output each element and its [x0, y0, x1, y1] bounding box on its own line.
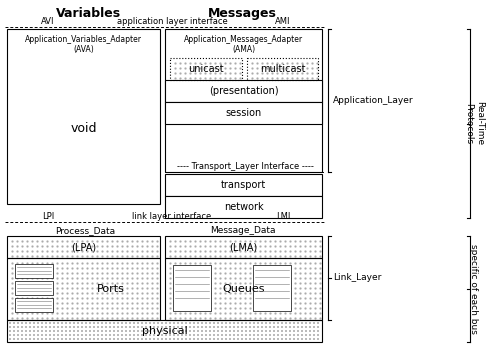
Text: session: session: [225, 108, 262, 118]
Text: Message_Data: Message_Data: [210, 226, 276, 235]
Bar: [165, 258, 322, 320]
Bar: [7, 320, 322, 342]
Text: unicast: unicast: [188, 64, 224, 74]
Bar: [253, 265, 291, 311]
Text: multicast: multicast: [260, 64, 305, 74]
Text: Variables: Variables: [55, 7, 121, 20]
Text: application layer interface: application layer interface: [117, 17, 227, 26]
Text: Ports: Ports: [97, 284, 125, 294]
Text: (AVA): (AVA): [73, 45, 94, 54]
Bar: [15, 264, 53, 278]
Text: transport: transport: [221, 180, 266, 190]
Bar: [7, 258, 160, 320]
Bar: [165, 236, 322, 258]
Text: Link_Layer: Link_Layer: [333, 273, 382, 282]
Bar: [165, 102, 322, 124]
Text: ---- Transport_Layer Interface ----: ---- Transport_Layer Interface ----: [177, 162, 313, 171]
Bar: [165, 196, 322, 218]
Bar: [15, 281, 53, 295]
Text: Messages: Messages: [208, 7, 276, 20]
Text: AMI: AMI: [275, 17, 291, 26]
Bar: [165, 29, 322, 172]
Text: LMI: LMI: [276, 212, 290, 221]
Text: Application_Layer: Application_Layer: [333, 96, 413, 105]
Text: network: network: [224, 202, 263, 212]
Text: Application_Messages_Adapter: Application_Messages_Adapter: [184, 35, 303, 44]
Text: (LPA): (LPA): [71, 242, 96, 252]
Bar: [165, 80, 322, 102]
Text: physical: physical: [141, 326, 188, 336]
Text: (AMA): (AMA): [232, 45, 255, 54]
Text: Application_Variables_Adapter: Application_Variables_Adapter: [25, 35, 142, 44]
Bar: [7, 236, 160, 258]
Text: (presentation): (presentation): [209, 86, 278, 96]
Text: void: void: [70, 122, 97, 135]
Bar: [165, 174, 322, 196]
Text: link layer interface: link layer interface: [133, 212, 212, 221]
Bar: [170, 58, 242, 80]
Text: (LMA): (LMA): [229, 242, 258, 252]
Text: Real-Time
Protocols: Real-Time Protocols: [464, 101, 484, 146]
Text: LPI: LPI: [42, 212, 54, 221]
Text: Process_Data: Process_Data: [55, 226, 115, 235]
Text: specific of each bus: specific of each bus: [469, 244, 479, 334]
Text: AVI: AVI: [41, 17, 55, 26]
Text: Queues: Queues: [222, 284, 265, 294]
Bar: [247, 58, 318, 80]
Bar: [15, 298, 53, 312]
Bar: [173, 265, 211, 311]
Bar: [7, 29, 160, 204]
